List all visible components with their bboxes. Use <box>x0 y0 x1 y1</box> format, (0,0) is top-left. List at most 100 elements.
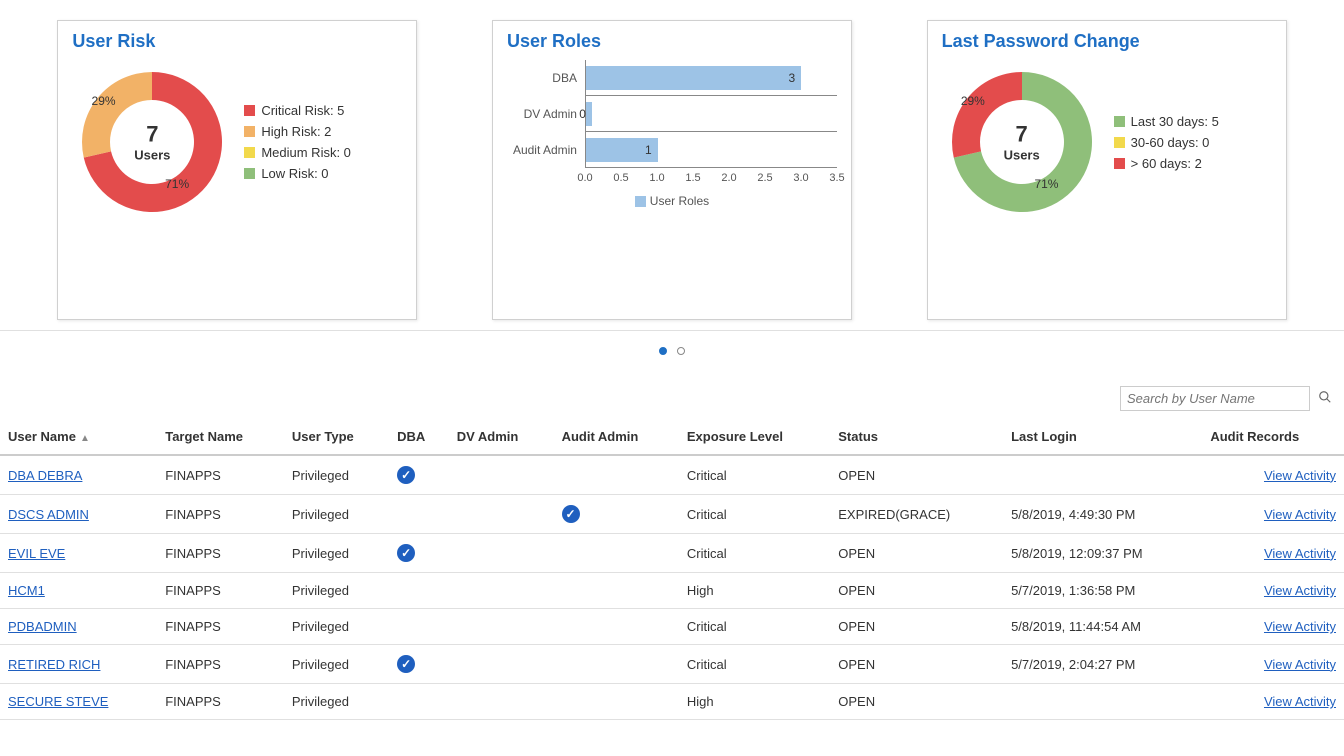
cell-audit-admin <box>554 455 679 495</box>
cell-last-login <box>1003 455 1202 495</box>
cell-status: OPEN <box>830 573 1003 609</box>
table-row: HCM1FINAPPSPrivilegedHighOPEN5/7/2019, 1… <box>0 573 1344 609</box>
user-roles-bar-chart[interactable]: DBA 3 DV Admin 0 Audit Admin 1 0.00.51.0… <box>507 60 837 208</box>
user-name-link[interactable]: PDBADMIN <box>8 619 77 634</box>
user-risk-legend: Critical Risk: 5 High Risk: 2 Medium Risk:… <box>244 97 351 187</box>
column-header[interactable]: Last Login <box>1003 419 1202 455</box>
column-header[interactable]: Audit Records <box>1202 419 1344 455</box>
cell-dba <box>389 684 449 720</box>
users-table: User Name▲Target NameUser TypeDBADV Admi… <box>0 419 1344 720</box>
pager-dot[interactable] <box>677 347 685 355</box>
column-header[interactable]: DV Admin <box>449 419 554 455</box>
column-header[interactable]: Target Name <box>157 419 284 455</box>
cell-dv-admin <box>449 573 554 609</box>
cell-audit-records: View Activity <box>1202 573 1344 609</box>
column-header[interactable]: User Type <box>284 419 389 455</box>
user-name-link[interactable]: RETIRED RICH <box>8 657 100 672</box>
cell-user-type: Privileged <box>284 455 389 495</box>
pager-dot[interactable] <box>659 347 667 355</box>
cell-dv-admin <box>449 534 554 573</box>
user-name-link[interactable]: DBA DEBRA <box>8 468 82 483</box>
table-row: PDBADMINFINAPPSPrivilegedCriticalOPEN5/8… <box>0 609 1344 645</box>
cell-user-name: SECURE STEVE <box>0 684 157 720</box>
legend-item[interactable]: Medium Risk: 0 <box>244 145 351 160</box>
bar-category: DBA <box>507 71 585 85</box>
bar-row[interactable]: DV Admin 0 <box>507 96 837 132</box>
cell-audit-admin <box>554 684 679 720</box>
legend-item[interactable]: 30-60 days: 0 <box>1114 135 1219 150</box>
view-activity-link[interactable]: View Activity <box>1264 468 1336 483</box>
cell-audit-records: View Activity <box>1202 495 1344 534</box>
column-header[interactable]: Exposure Level <box>679 419 830 455</box>
column-header[interactable]: User Name▲ <box>0 419 157 455</box>
view-activity-link[interactable]: View Activity <box>1264 507 1336 522</box>
column-header[interactable]: Status <box>830 419 1003 455</box>
cell-target-name: FINAPPS <box>157 609 284 645</box>
card-password-change: Last Password Change 7Users71%29% Last 3… <box>927 20 1287 320</box>
user-name-link[interactable]: HCM1 <box>8 583 45 598</box>
pwd-legend: Last 30 days: 5 30-60 days: 0 > 60 days: 2 <box>1114 108 1219 177</box>
cell-last-login: 5/8/2019, 12:09:37 PM <box>1003 534 1202 573</box>
cell-exposure: Critical <box>679 495 830 534</box>
cell-audit-records: View Activity <box>1202 609 1344 645</box>
cell-dba <box>389 609 449 645</box>
bar-row[interactable]: DBA 3 <box>507 60 837 96</box>
search-input[interactable] <box>1120 386 1310 411</box>
cell-user-name: DSCS ADMIN <box>0 495 157 534</box>
cell-dv-admin <box>449 609 554 645</box>
cell-exposure: High <box>679 684 830 720</box>
column-header[interactable]: DBA <box>389 419 449 455</box>
cell-audit-admin <box>554 573 679 609</box>
bar-x-axis: 0.00.51.01.52.02.53.03.5 <box>585 168 837 186</box>
bar-row[interactable]: Audit Admin 1 <box>507 132 837 168</box>
table-row: DSCS ADMINFINAPPSPrivileged✓CriticalEXPI… <box>0 495 1344 534</box>
legend-item[interactable]: High Risk: 2 <box>244 124 351 139</box>
cell-user-type: Privileged <box>284 645 389 684</box>
check-icon: ✓ <box>397 466 415 484</box>
column-header[interactable]: Audit Admin <box>554 419 679 455</box>
user-name-link[interactable]: SECURE STEVE <box>8 694 108 709</box>
cell-dv-admin <box>449 684 554 720</box>
cell-user-name: DBA DEBRA <box>0 455 157 495</box>
view-activity-link[interactable]: View Activity <box>1264 546 1336 561</box>
user-risk-donut[interactable]: 7Users71%29% <box>72 62 232 222</box>
cell-last-login: 5/7/2019, 1:36:58 PM <box>1003 573 1202 609</box>
view-activity-link[interactable]: View Activity <box>1264 694 1336 709</box>
card-title: User Risk <box>72 31 402 52</box>
bar-category: DV Admin <box>507 107 585 121</box>
cell-status: OPEN <box>830 609 1003 645</box>
cell-audit-admin <box>554 645 679 684</box>
table-row: EVIL EVEFINAPPSPrivileged✓CriticalOPEN5/… <box>0 534 1344 573</box>
cell-status: EXPIRED(GRACE) <box>830 495 1003 534</box>
cell-dv-admin <box>449 645 554 684</box>
pwd-donut[interactable]: 7Users71%29% <box>942 62 1102 222</box>
sort-asc-icon: ▲ <box>80 433 90 444</box>
legend-item[interactable]: Last 30 days: 5 <box>1114 114 1219 129</box>
dashboard-cards-row: User Risk 7Users71%29% Critical Risk: 5 H… <box>0 0 1344 331</box>
view-activity-link[interactable]: View Activity <box>1264 583 1336 598</box>
check-icon: ✓ <box>562 505 580 523</box>
view-activity-link[interactable]: View Activity <box>1264 657 1336 672</box>
check-icon: ✓ <box>397 544 415 562</box>
search-icon[interactable] <box>1318 390 1332 407</box>
cell-status: OPEN <box>830 645 1003 684</box>
cell-status: OPEN <box>830 684 1003 720</box>
legend-item[interactable]: Critical Risk: 5 <box>244 103 351 118</box>
user-name-link[interactable]: EVIL EVE <box>8 546 65 561</box>
cell-exposure: High <box>679 573 830 609</box>
cell-user-type: Privileged <box>284 684 389 720</box>
cell-audit-records: View Activity <box>1202 534 1344 573</box>
cell-exposure: Critical <box>679 645 830 684</box>
view-activity-link[interactable]: View Activity <box>1264 619 1336 634</box>
check-icon: ✓ <box>397 655 415 673</box>
cell-user-name: RETIRED RICH <box>0 645 157 684</box>
cell-target-name: FINAPPS <box>157 534 284 573</box>
legend-item[interactable]: > 60 days: 2 <box>1114 156 1219 171</box>
cell-dba <box>389 495 449 534</box>
user-name-link[interactable]: DSCS ADMIN <box>8 507 89 522</box>
cell-user-type: Privileged <box>284 495 389 534</box>
cell-last-login: 5/7/2019, 2:04:27 PM <box>1003 645 1202 684</box>
legend-item[interactable]: Low Risk: 0 <box>244 166 351 181</box>
card-user-risk: User Risk 7Users71%29% Critical Risk: 5 H… <box>57 20 417 320</box>
card-title: Last Password Change <box>942 31 1272 52</box>
